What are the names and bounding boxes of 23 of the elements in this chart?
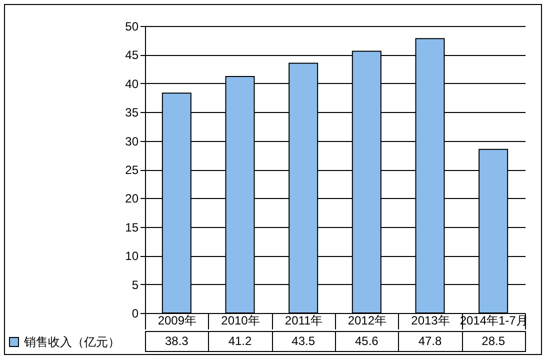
y-tick-label: 15 (125, 220, 139, 234)
legend-label: 销售收入（亿元） (23, 335, 120, 349)
y-tick-label: 30 (125, 134, 139, 148)
x-tick-label: 2011年 (284, 314, 323, 328)
data-label: 45.6 (354, 334, 379, 348)
data-label: 41.2 (228, 334, 252, 348)
data-label: 28.5 (482, 334, 506, 348)
y-tick-label: 35 (125, 106, 139, 120)
y-tick-label: 0 (132, 306, 139, 320)
x-tick-label: 2013年 (411, 314, 450, 328)
y-tick-label: 5 (132, 278, 139, 292)
y-tick-label: 40 (125, 76, 139, 91)
y-tick-label: 45 (125, 48, 139, 62)
y-tick-label: 20 (125, 192, 139, 206)
data-label: 43.5 (292, 334, 316, 348)
x-tick-label: 2009年 (158, 314, 197, 328)
x-tick-label: 2012年 (348, 314, 387, 328)
data-label: 38.3 (164, 334, 189, 348)
y-tick-label: 25 (125, 163, 139, 177)
y-tick-label: 50 (125, 20, 139, 34)
data-label: 47.8 (418, 334, 442, 348)
x-tick-label: 2010年 (221, 314, 260, 328)
y-tick-label: 10 (125, 249, 139, 264)
